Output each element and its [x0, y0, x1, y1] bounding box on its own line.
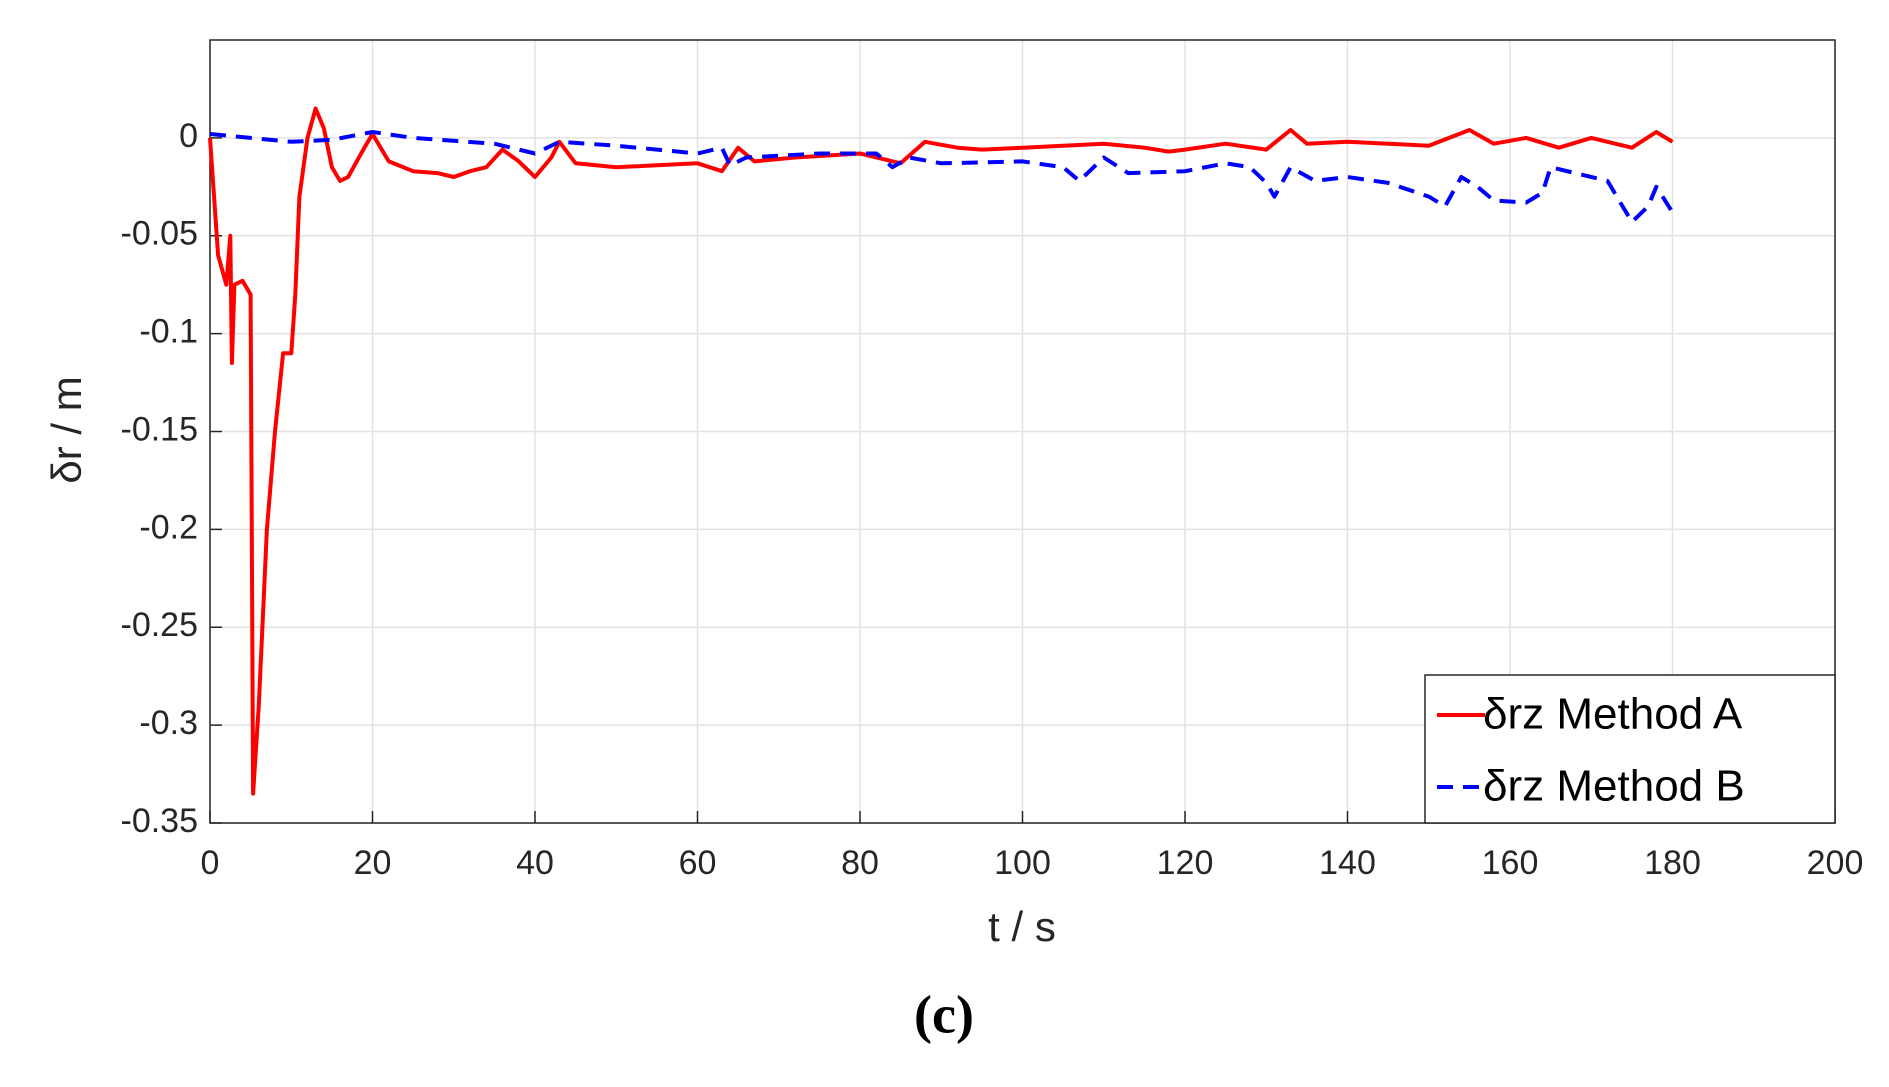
y-tick-label: -0.1	[139, 313, 198, 351]
x-tick-label: 40	[516, 844, 554, 882]
x-axis-label: t / s	[988, 903, 1056, 950]
x-tick-label: 120	[1157, 844, 1214, 882]
legend-box	[1424, 674, 1836, 824]
y-tick-label: -0.2	[139, 508, 198, 546]
plot-frame	[209, 39, 1836, 824]
x-tick-label: 160	[1482, 844, 1539, 882]
x-tick-label: 200	[1807, 844, 1864, 882]
x-tick-label: 20	[354, 844, 392, 882]
x-tick-label: 180	[1644, 844, 1701, 882]
y-tick-label: -0.15	[121, 410, 199, 448]
chart-title: (c)	[914, 984, 974, 1044]
x-tick-label: 100	[994, 844, 1051, 882]
legend: δrz Method A δrz Method B	[1424, 674, 1836, 824]
legend-label: δrz Method A	[1483, 690, 1743, 739]
x-tick-label: 60	[679, 844, 717, 882]
y-tick-label: 0	[179, 117, 198, 155]
series-line	[209, 130, 1675, 224]
series-line	[208, 106, 1674, 796]
x-tick-label: 140	[1319, 844, 1376, 882]
y-axis-label: δr / m	[43, 376, 90, 483]
y-tick-label: -0.05	[121, 215, 199, 253]
y-tick-label: -0.25	[121, 606, 199, 644]
legend-label: δrz Method B	[1483, 762, 1745, 811]
y-tick-label: -0.35	[121, 802, 199, 840]
x-tick-label: 0	[201, 844, 220, 882]
x-tick-label: 80	[841, 844, 879, 882]
y-tick-label: -0.3	[139, 704, 198, 742]
